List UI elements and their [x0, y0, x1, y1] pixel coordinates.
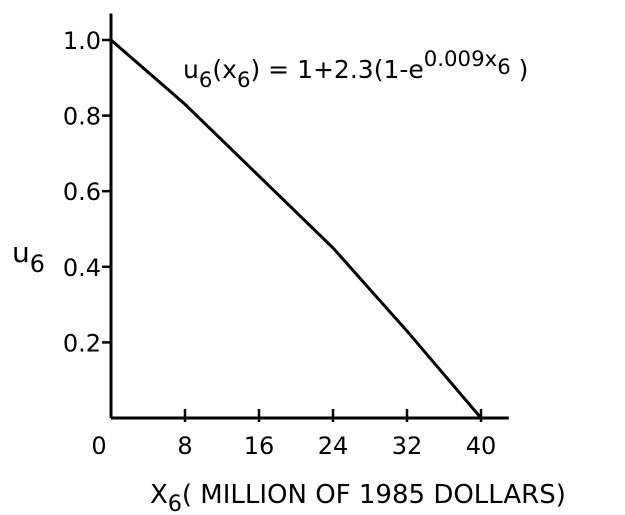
y-tick-label: 0.4 — [63, 254, 101, 282]
y-tick-label: 0.6 — [63, 178, 101, 206]
annotation-part: ) = 1+2.3(1-e — [250, 55, 423, 84]
annotation-part: 6 — [237, 68, 251, 93]
xlabel-part: X — [150, 480, 168, 510]
x-tick-label: 8 — [177, 432, 192, 460]
x-tick-label: 32 — [392, 432, 423, 460]
annotation-part: 0.009x — [424, 47, 497, 72]
curve — [110, 38, 483, 419]
x-tick-label: 0 — [91, 432, 106, 460]
y-tick-label: 0.8 — [63, 103, 101, 131]
x-tick-label: 16 — [244, 432, 275, 460]
ylabel-part: u — [12, 236, 30, 269]
annotation-text: u6(x6) = 1+2.3(1-e0.009x6 ) — [183, 47, 528, 93]
annotation-part: 6 — [199, 68, 213, 93]
annotation-part: u — [183, 55, 199, 84]
annotation-part: 6 — [497, 55, 511, 80]
xlabel-part: ( MILLION OF 1985 DOLLARS) — [182, 480, 566, 510]
annotation-part: ) — [511, 55, 529, 84]
ylabel-part: 6 — [30, 250, 45, 278]
xlabel-text: X6( MILLION OF 1985 DOLLARS) — [150, 480, 566, 515]
ylabel-text: u6 — [12, 236, 45, 278]
y-tick-label: 0.2 — [63, 329, 101, 357]
y-tick-label: 1.0 — [63, 27, 101, 55]
x-tick-label: 24 — [318, 432, 349, 460]
annotation-part: (x — [212, 55, 237, 84]
xlabel-part: 6 — [168, 491, 182, 515]
x-tick-label: 40 — [466, 432, 497, 460]
